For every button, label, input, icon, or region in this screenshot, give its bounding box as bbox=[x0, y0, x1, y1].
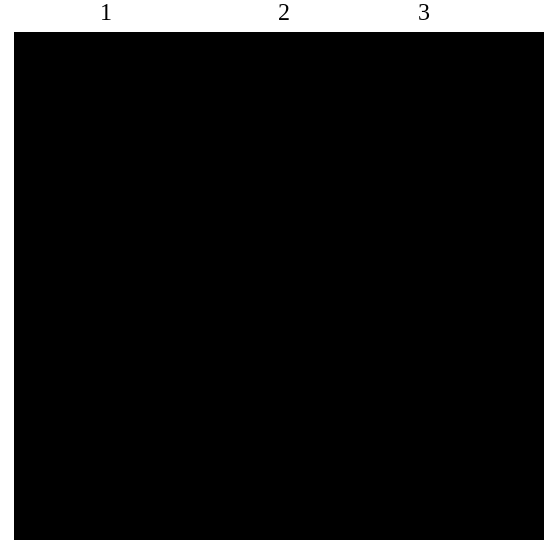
column-label-2: 2 bbox=[278, 0, 290, 27]
column-label-1: 1 bbox=[100, 0, 112, 27]
column-labels-row: 1 2 3 bbox=[0, 0, 557, 30]
image-panel bbox=[14, 32, 544, 540]
column-label-3: 3 bbox=[418, 0, 430, 27]
figure-container: 1 2 3 bbox=[0, 0, 557, 552]
